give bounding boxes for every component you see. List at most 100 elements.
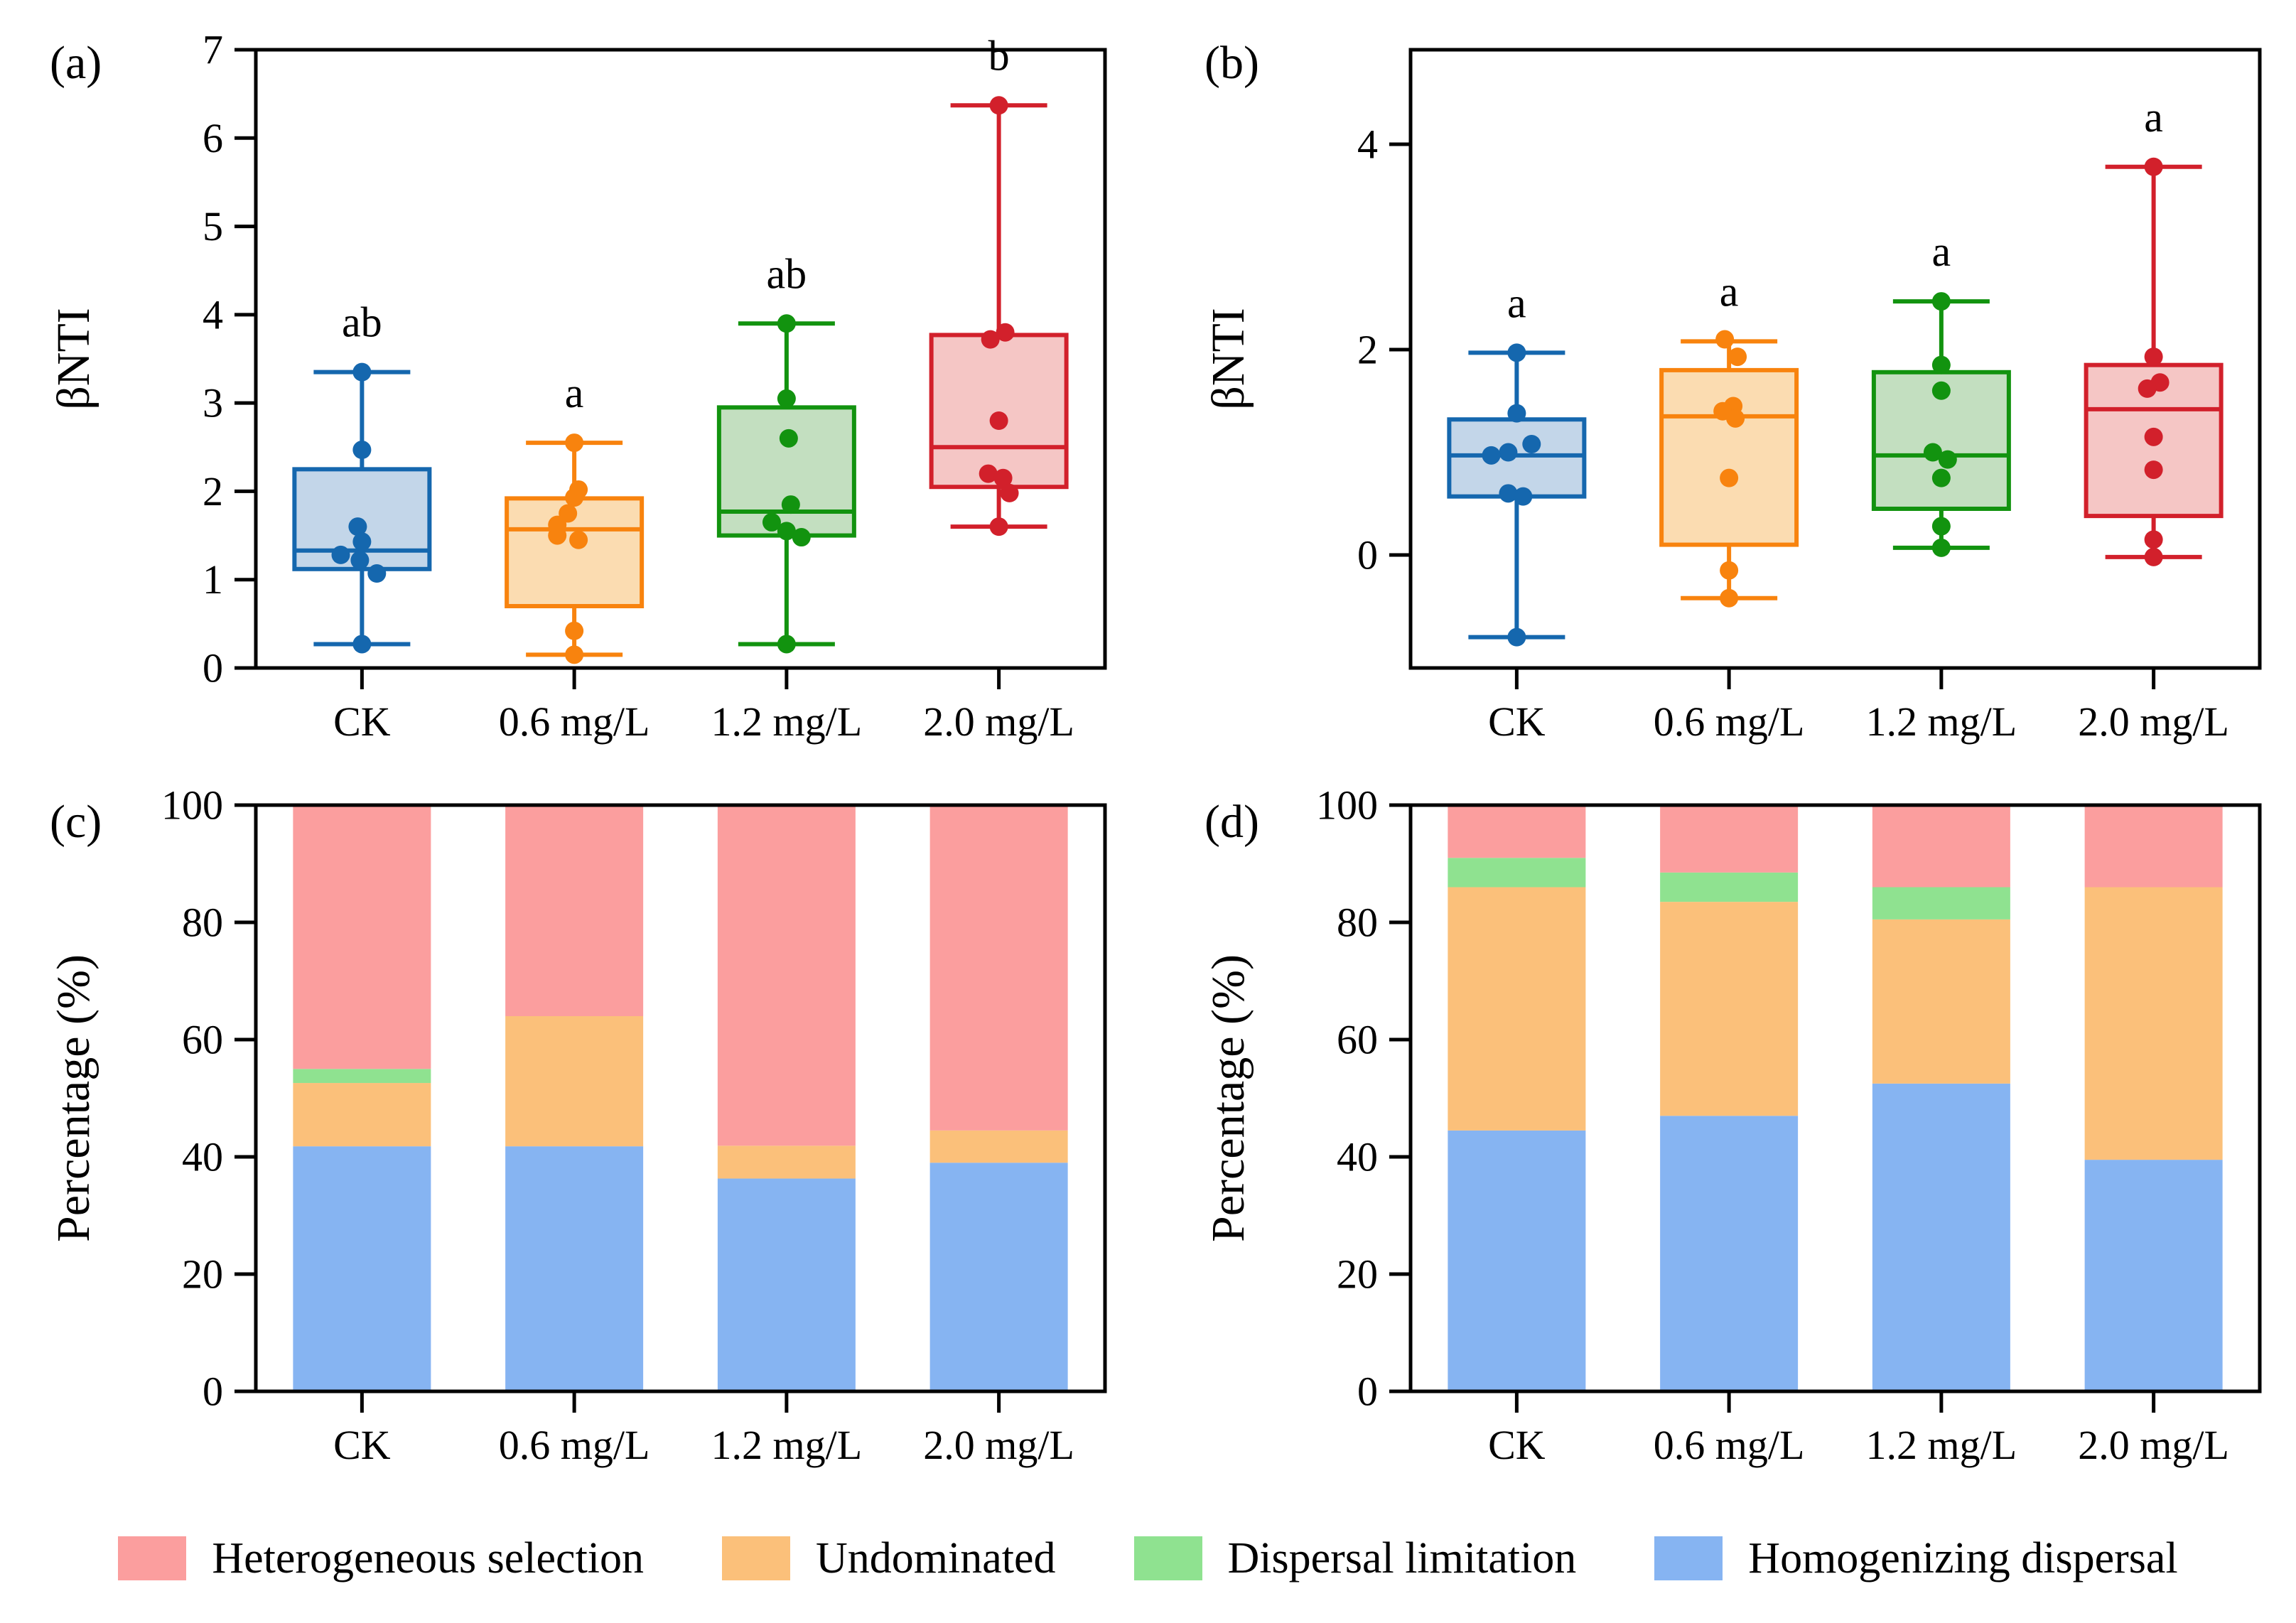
- data-point: [777, 314, 796, 333]
- data-point: [762, 512, 781, 532]
- plot-frame: [1408, 48, 2262, 670]
- bar-segment-Heterogeneous selection: [1872, 805, 2010, 888]
- legend-swatch: [722, 1536, 791, 1580]
- x-tick-label: 2.0 mg/L: [2078, 699, 2229, 745]
- data-point: [565, 488, 584, 507]
- data-point: [779, 428, 798, 448]
- bar-segment-Heterogeneous selection: [929, 805, 1068, 1131]
- bar-segment-Homogenizing dispersal: [929, 1163, 1068, 1391]
- bar-segment-Undominated: [1448, 887, 1586, 1131]
- x-tick-label: 1.2 mg/L: [711, 699, 863, 745]
- y-tick-label: 2: [203, 468, 223, 514]
- data-point: [1931, 355, 1951, 374]
- data-point: [1931, 538, 1951, 557]
- bar-segment-Undominated: [929, 1130, 1068, 1163]
- boxplot-panel-a: 0 1 2 3 4 5 6 7 CK 0.6 mg/L 1.2 mg/L 2.0 mg/L βNTI (a…: [21, 7, 1130, 760]
- data-point: [367, 564, 387, 583]
- bar-segment-Heterogeneous selection: [1660, 805, 1799, 873]
- y-tick-label: 5: [203, 203, 223, 249]
- bar-segment-Homogenizing dispersal: [1660, 1116, 1799, 1391]
- bar-segment-Undominated: [1660, 902, 1799, 1116]
- data-point: [1720, 588, 1739, 608]
- bar-segment-Undominated: [293, 1083, 431, 1147]
- x-tick-label: CK: [1488, 1422, 1546, 1468]
- panel-letter: (c): [50, 796, 102, 848]
- y-tick-label: 100: [161, 782, 223, 829]
- data-point: [350, 551, 370, 570]
- bar-segment-Homogenizing dispersal: [505, 1146, 644, 1391]
- boxplot-svg: 0 1 2 3 4 5 6 7 CK 0.6 mg/L 1.2 mg/L 2.0 mg/L βNTI (a…: [48, 27, 1107, 745]
- data-point: [2144, 427, 2163, 446]
- y-tick-label: 40: [1337, 1134, 1378, 1180]
- iqr-box: [716, 405, 856, 538]
- data-point: [1715, 330, 1735, 349]
- data-point: [792, 528, 811, 547]
- bar-segment-Heterogeneous selection: [505, 805, 644, 1016]
- significance-letter: a: [565, 370, 584, 416]
- bar-segment-Undominated: [717, 1145, 856, 1179]
- box-group-0.6 mg/L: a: [1659, 268, 1799, 608]
- y-tick-label: 20: [182, 1251, 223, 1298]
- legend-swatch: [1654, 1536, 1723, 1580]
- significance-letter: b: [988, 32, 1010, 79]
- legend-item: Undominated: [722, 1536, 1056, 1580]
- significance-letter: a: [1720, 268, 1739, 315]
- data-point: [996, 323, 1015, 342]
- data-point: [1938, 450, 1957, 469]
- x-tick-label: 0.6 mg/L: [1654, 1422, 1805, 1468]
- data-point: [569, 530, 588, 549]
- data-point: [777, 522, 796, 541]
- data-point: [2144, 460, 2163, 480]
- y-axis-title: Percentage (%): [1202, 954, 1254, 1242]
- stacked-bar-svg: 0 20 40 60 80 100 CK 0.6 mg/L 1.2 mg/L 2.0 mg/L Pe…: [48, 782, 1107, 1468]
- stacked-bar-panel-c: 0 20 40 60 80 100 CK 0.6 mg/L 1.2 mg/L 2.0 mg/L Pe…: [21, 766, 1130, 1484]
- y-tick-label: 4: [203, 291, 223, 338]
- bar-segment-Heterogeneous selection: [717, 805, 856, 1146]
- plot-frame-overlay: [254, 803, 1107, 1393]
- x-tick-label: CK: [1488, 699, 1546, 745]
- iqr-box: [1447, 417, 1587, 499]
- bar-segment-Homogenizing dispersal: [2084, 1160, 2223, 1391]
- data-point: [1507, 343, 1526, 362]
- data-point: [1728, 347, 1747, 367]
- y-tick-label: 3: [203, 380, 223, 426]
- data-point: [777, 389, 796, 408]
- data-point: [989, 96, 1008, 115]
- bar-CK: [1448, 805, 1586, 1391]
- legend-label: Undominated: [816, 1534, 1056, 1582]
- bar-segment-Undominated: [505, 1016, 644, 1147]
- bar-segment-Dispersal limitation: [1660, 872, 1799, 902]
- data-point: [981, 330, 1000, 349]
- bar-segment-Undominated: [1872, 919, 2010, 1084]
- significance-letter: ab: [767, 250, 807, 297]
- plot-frame-overlay: [1408, 803, 2262, 1393]
- box-group-CK: ab: [292, 299, 432, 654]
- panel-letter: (a): [50, 37, 102, 89]
- legend-label: Homogenizing dispersal: [1748, 1534, 2178, 1582]
- legend-label: Heterogeneous selection: [212, 1534, 645, 1582]
- data-point: [1522, 434, 1541, 453]
- panel-letter: (b): [1204, 37, 1259, 89]
- data-point: [352, 441, 372, 460]
- data-point: [548, 526, 567, 545]
- legend: Heterogeneous selection Undominated Disper…: [0, 1512, 2296, 1605]
- bar-1.2 mg/L: [717, 805, 856, 1391]
- x-tick-label: CK: [333, 1422, 391, 1468]
- bar-segment-Dispersal limitation: [1872, 887, 2010, 920]
- box-group-1.2 mg/L: a: [1871, 228, 2011, 557]
- bar-segment-Undominated: [2084, 887, 2223, 1160]
- y-tick-label: 1: [203, 556, 223, 603]
- data-point: [2144, 530, 2163, 549]
- x-tick-label: 0.6 mg/L: [1654, 699, 1805, 745]
- data-point: [989, 411, 1008, 430]
- y-tick-label: 60: [1337, 1017, 1378, 1063]
- data-point: [565, 621, 584, 640]
- box-group-2.0 mg/L: b: [929, 32, 1069, 536]
- y-tick-label: 60: [182, 1017, 223, 1063]
- bar-segment-Homogenizing dispersal: [1872, 1083, 2010, 1391]
- data-point: [2144, 547, 2163, 566]
- y-tick-label: 100: [1316, 782, 1378, 829]
- legend-label: Dispersal limitation: [1227, 1534, 1577, 1582]
- data-point: [1931, 292, 1951, 311]
- bar-segment-Heterogeneous selection: [293, 805, 431, 1069]
